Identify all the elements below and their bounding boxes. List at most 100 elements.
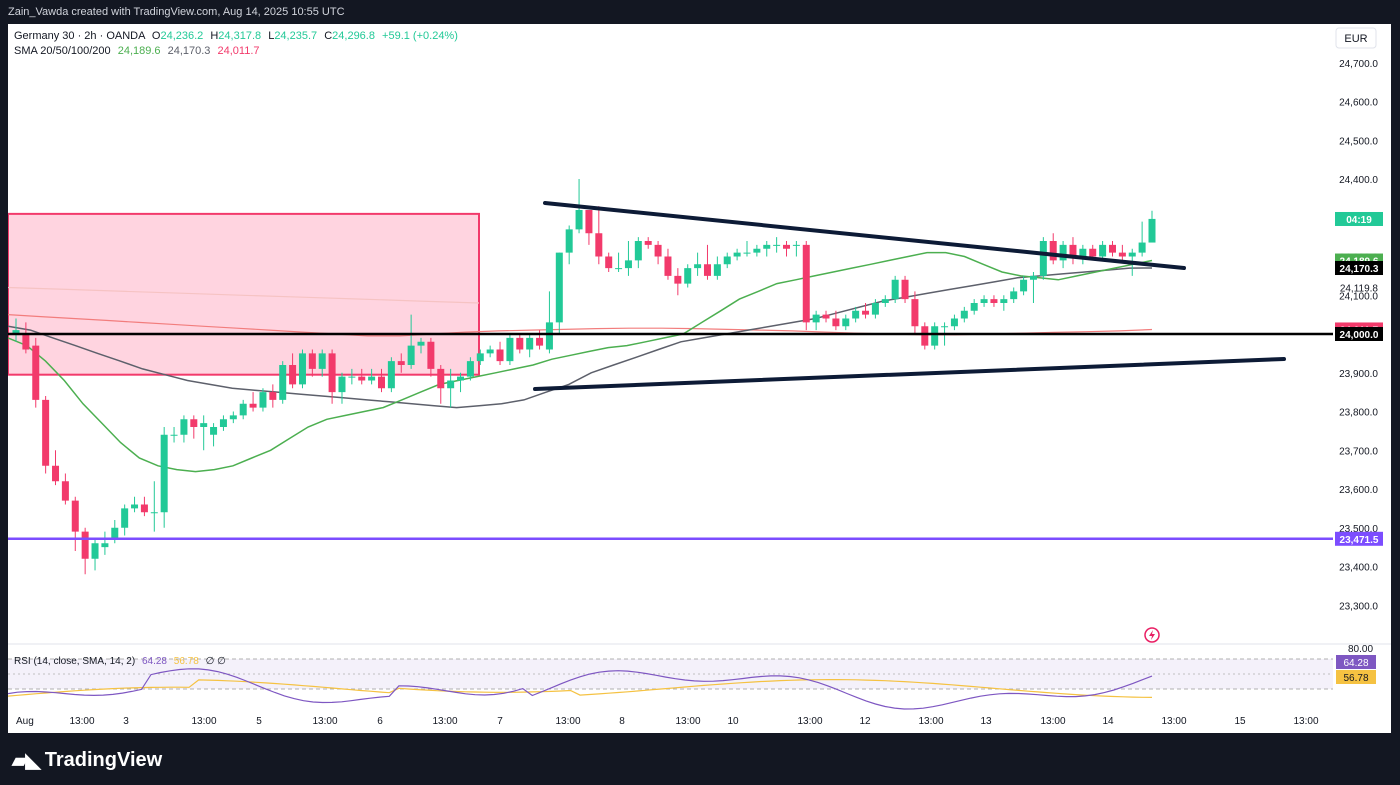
legend-close-label: C xyxy=(324,30,332,42)
candle-body xyxy=(1099,244,1107,257)
candle-body xyxy=(150,512,158,514)
candle-body xyxy=(160,434,168,513)
candle-body xyxy=(486,349,494,354)
time-tick-label: 13:00 xyxy=(555,716,580,727)
candle-body xyxy=(457,376,465,381)
rsi-sma-line xyxy=(7,678,1153,698)
candle-body xyxy=(52,465,60,482)
chart-area[interactable]: Germany 30 · 2h · OANDA O24,236.2 H24,31… xyxy=(7,24,1391,733)
rsi-legend: RSI (14, close, SMA, 14, 2) 64.28 56.78 … xyxy=(14,656,226,667)
price-tick-label: 23,400.0 xyxy=(1339,563,1378,574)
candle-body xyxy=(496,349,504,362)
candle-body xyxy=(506,337,514,362)
candle-body xyxy=(723,256,731,265)
sma20-line xyxy=(7,251,1153,473)
candle-body xyxy=(595,233,603,257)
candle-body xyxy=(1010,291,1018,300)
candle-body xyxy=(42,399,50,466)
candle-body xyxy=(1128,252,1136,257)
rsi-value-tag xyxy=(1336,655,1376,669)
candle-body xyxy=(605,256,613,269)
candle-body xyxy=(279,365,287,400)
candle-body xyxy=(1089,248,1097,257)
candle-body xyxy=(743,252,751,254)
candle-body xyxy=(476,353,484,362)
legend-open-value: 24,236.2 xyxy=(160,30,203,42)
time-tick-label: 13:00 xyxy=(69,716,94,727)
candle-body xyxy=(516,337,524,350)
candle-body xyxy=(1148,218,1156,243)
candle-body xyxy=(684,268,692,284)
candle-body xyxy=(1069,244,1077,257)
candle-body xyxy=(1059,244,1067,261)
candle-body xyxy=(180,419,188,435)
supply-zone-rectangle[interactable] xyxy=(7,212,480,376)
candle-body xyxy=(397,361,405,365)
candle-body xyxy=(575,210,583,230)
candle-body xyxy=(91,543,99,559)
candle-body xyxy=(526,337,534,350)
legend-high-label: H xyxy=(210,30,218,42)
legend-symbol: Germany 30 · 2h · OANDA xyxy=(14,30,146,42)
candle-body xyxy=(81,531,89,559)
candle-body xyxy=(358,376,366,381)
candle-body xyxy=(555,252,563,323)
time-tick-label: Aug xyxy=(16,716,34,727)
price-tags: 04:1924,189.624,170.324,119.824,011.724,… xyxy=(1335,211,1383,546)
rsi-pane[interactable]: RSI (14, close, SMA, 14, 2) 64.28 56.78 … xyxy=(7,644,1376,710)
price-tag xyxy=(1335,261,1383,276)
candle-body xyxy=(318,353,326,369)
rsi-axis-80: 80.00 xyxy=(1348,644,1373,655)
currency-box[interactable] xyxy=(1335,27,1377,49)
candle-body xyxy=(862,310,870,315)
price-tick-label: 23,700.0 xyxy=(1339,446,1378,457)
candle-body xyxy=(348,376,356,378)
candle-body xyxy=(12,330,20,334)
candle-body xyxy=(1029,275,1037,280)
time-tick-label: 13:00 xyxy=(191,716,216,727)
candle-body xyxy=(200,423,208,427)
candle-body xyxy=(783,244,791,249)
currency-label[interactable]: EUR xyxy=(1344,33,1367,45)
candle-body xyxy=(1020,279,1028,292)
candle-body xyxy=(417,341,425,346)
candle-body xyxy=(249,403,257,408)
candle-body xyxy=(328,353,336,393)
rsi-value-tag-text: 64.28 xyxy=(1343,658,1368,669)
candle-body xyxy=(812,314,820,323)
rsi-sma-tag-text: 56.78 xyxy=(1343,673,1368,684)
price-tag-text: 24,000.0 xyxy=(1340,330,1379,341)
candle-body xyxy=(1138,242,1146,253)
candle-body xyxy=(753,248,761,253)
tradingview-brand[interactable]: ▰◣ TradingView xyxy=(12,748,162,773)
upper-trendline[interactable] xyxy=(543,201,1186,270)
candle-body xyxy=(101,543,109,548)
candle-body xyxy=(298,353,306,385)
candle-body xyxy=(407,345,415,365)
price-chart[interactable]: Germany 30 · 2h · OANDA O24,236.2 H24,31… xyxy=(7,24,1391,733)
time-tick-label: 8 xyxy=(619,716,625,727)
candle-body xyxy=(703,264,711,276)
lower-trendline[interactable] xyxy=(533,357,1286,391)
chart-credit: Zain_Vawda created with TradingView.com,… xyxy=(8,6,345,18)
candle-body xyxy=(1079,248,1087,257)
time-tick-label: 6 xyxy=(377,716,383,727)
candle-body xyxy=(773,244,781,246)
candle-body xyxy=(881,299,889,303)
tradingview-logo-icon: ▰◣ xyxy=(12,750,41,772)
price-tick-label: 24,500.0 xyxy=(1339,136,1378,147)
sma50-line xyxy=(7,267,1153,409)
candle-body xyxy=(210,427,218,435)
time-tick-label: 13:00 xyxy=(797,716,822,727)
candle-body xyxy=(792,244,800,246)
candle-body xyxy=(654,244,662,257)
rsi-legend-label: RSI (14, close, SMA, 14, 2) xyxy=(14,656,135,667)
sma200-line xyxy=(7,286,480,304)
lightning-icon[interactable] xyxy=(1144,627,1160,643)
time-axis[interactable]: Aug 13:00 3 13:00 5 13:00 6 13:00 7 13:00 8 13:00 10… xyxy=(16,716,1319,727)
candle-body xyxy=(140,504,148,513)
rsi-legend-sma-value: 56.78 xyxy=(174,656,199,667)
price-axis-background xyxy=(1333,24,1391,733)
price-tick-label: 23,300.0 xyxy=(1339,601,1378,612)
candle-body xyxy=(891,279,899,300)
